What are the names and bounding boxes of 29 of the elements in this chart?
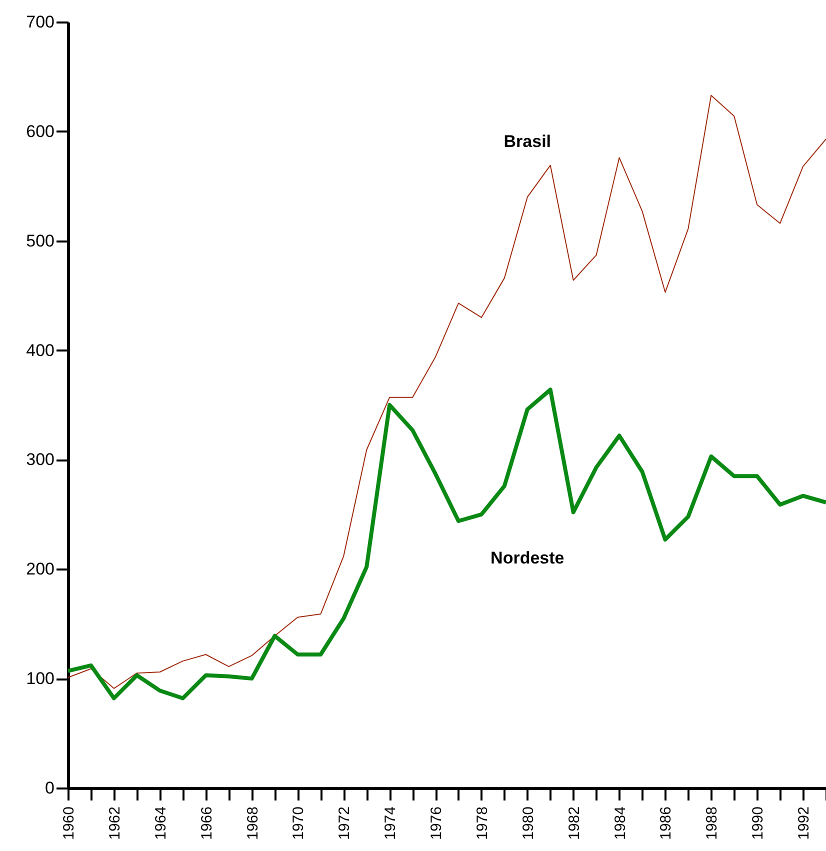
y-tick-label: 400 [26, 340, 54, 360]
x-tick-label: 1982 [566, 806, 583, 840]
y-tick-label: 300 [26, 450, 54, 470]
x-tick-label: 1970 [290, 806, 308, 840]
x-tick-label: 1992 [796, 806, 813, 840]
x-tick-label: 1974 [382, 806, 400, 840]
x-tick-label: 1960 [60, 806, 78, 840]
line-series [66, 388, 826, 700]
x-tick-label: 1988 [704, 806, 721, 840]
y-tick-label: 600 [26, 122, 54, 141]
x-tick-label: 1972 [336, 806, 354, 840]
x-tick-label: 1978 [474, 806, 491, 840]
line-series [68, 94, 826, 689]
y-tick-label: 200 [26, 560, 54, 579]
y-tick-label: 0 [45, 778, 54, 798]
y-tick-label: 700 [26, 12, 54, 32]
x-tick-label: 1968 [244, 806, 262, 840]
y-tick-label: 100 [26, 669, 54, 688]
x-tick-label: 1966 [198, 806, 216, 840]
y-tick-label: 500 [26, 231, 54, 250]
x-tick-label: 1976 [428, 806, 446, 840]
x-tick-label: 1962 [106, 806, 124, 840]
x-tick-label: 1986 [658, 806, 675, 840]
x-tick-label: 1964 [152, 806, 170, 840]
x-tick-label: 1980 [520, 806, 537, 840]
text: Nordeste [490, 548, 564, 568]
x-tick-label: 1984 [612, 806, 629, 840]
series-label: Brasil [504, 132, 552, 152]
x-tick-label: 1990 [750, 806, 767, 840]
